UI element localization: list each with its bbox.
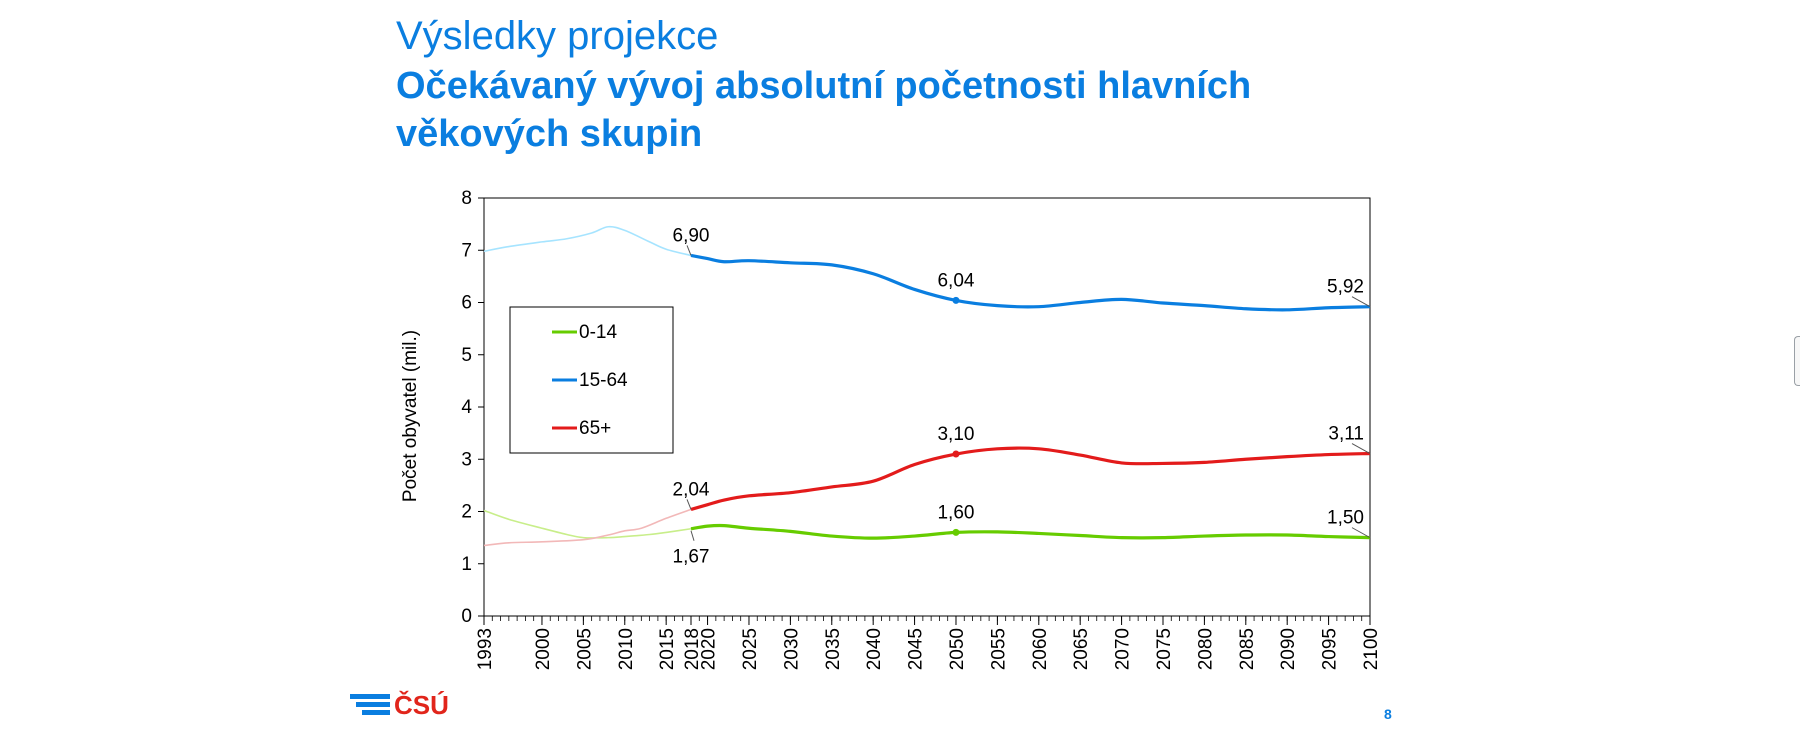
y-tick-label: 5 [461, 345, 472, 366]
x-tick-label: 2018 [682, 628, 703, 670]
x-tick-label: 2005 [574, 628, 595, 670]
x-tick-label: 2040 [864, 628, 885, 670]
data-label: 1,50 [1327, 508, 1364, 529]
chart-annotations: 6,90 6,04 5,92 2,04 3,10 3,11 1,67 1,60 1,50 [673, 225, 1371, 568]
x-tick-label: 2090 [1278, 628, 1299, 670]
y-axis-label: Počet obyvatel (mil.) [400, 330, 421, 502]
csu-logo-icon [350, 694, 390, 715]
left-background [0, 0, 300, 738]
slide-subtitle: Očekávaný vývoj absolutní početnosti hla… [396, 65, 1252, 155]
x-tick-label: 2075 [1154, 628, 1175, 670]
x-tick-label: 2025 [740, 628, 761, 670]
x-tick-label: 2065 [1071, 628, 1092, 670]
data-label: 2,04 [673, 479, 710, 500]
x-tick-label: 2095 [1320, 628, 1341, 670]
leader-line [1351, 527, 1371, 539]
y-tick-label: 8 [461, 188, 472, 209]
csu-logo-text: ČSÚ [394, 690, 449, 720]
y-tick-label: 3 [461, 449, 472, 470]
data-label: 1,60 [937, 502, 974, 523]
legend-box [509, 306, 674, 454]
series-65+-projection-line [690, 446, 1371, 511]
series-0-14-historical-line [483, 509, 692, 539]
right-background [1470, 0, 1800, 738]
x-tick-label: 2060 [1030, 628, 1051, 670]
data-label: 5,92 [1327, 277, 1364, 298]
series-0-14-projection-line [690, 523, 1371, 540]
legend-label: 15-64 [579, 370, 628, 391]
y-tick-label: 6 [461, 293, 472, 314]
legend-label: 0-14 [579, 322, 617, 343]
data-label: 3,10 [937, 424, 974, 445]
y-tick-label: 0 [461, 606, 472, 627]
y-tick-label: 7 [461, 240, 472, 261]
x-tick-label: 1993 [475, 628, 496, 670]
y-tick-label: 2 [461, 502, 472, 523]
x-tick-label: 2010 [616, 628, 637, 670]
leader-line [686, 499, 692, 510]
edge-tab [1794, 336, 1800, 386]
leader-line [686, 245, 692, 256]
chart-series [483, 225, 1371, 547]
x-tick-label: 2100 [1361, 628, 1382, 670]
leader-line [690, 530, 695, 541]
series-15-64-projection-line [690, 253, 1371, 312]
chart-legend: 0-14 15-64 65+ [509, 306, 674, 454]
page-number: 8 [1384, 706, 1392, 722]
data-point-marker [952, 296, 960, 304]
legend-label: 65+ [579, 418, 611, 439]
x-tick-label: 2085 [1237, 628, 1258, 670]
leader-line [1351, 296, 1371, 308]
x-tick-label: 2035 [823, 628, 844, 670]
x-tick-label: 2020 [699, 628, 720, 670]
x-tick-label: 2055 [988, 628, 1009, 670]
series-15-64-historical-line [483, 225, 692, 257]
x-tick-label: 2015 [657, 628, 678, 670]
data-label: 1,67 [673, 547, 710, 568]
data-label: 6,90 [673, 225, 710, 246]
slide-title: Výsledky projekce [396, 14, 719, 58]
data-label: 6,04 [937, 270, 974, 291]
slide [300, 0, 1470, 738]
leader-line [1351, 443, 1371, 454]
data-point-marker [952, 528, 960, 536]
series-65+-historical-line [483, 508, 692, 547]
data-point-marker [952, 450, 960, 458]
data-label: 3,11 [1328, 424, 1364, 445]
x-tick-label: 2070 [1113, 628, 1134, 670]
x-tick-label: 2000 [533, 628, 554, 670]
x-tick-label: 2045 [906, 628, 927, 670]
y-tick-label: 1 [461, 554, 472, 575]
x-tick-label: 2050 [947, 628, 968, 670]
x-tick-label: 2030 [781, 628, 802, 670]
y-tick-label: 4 [461, 397, 472, 418]
x-tick-label: 2080 [1195, 628, 1216, 670]
